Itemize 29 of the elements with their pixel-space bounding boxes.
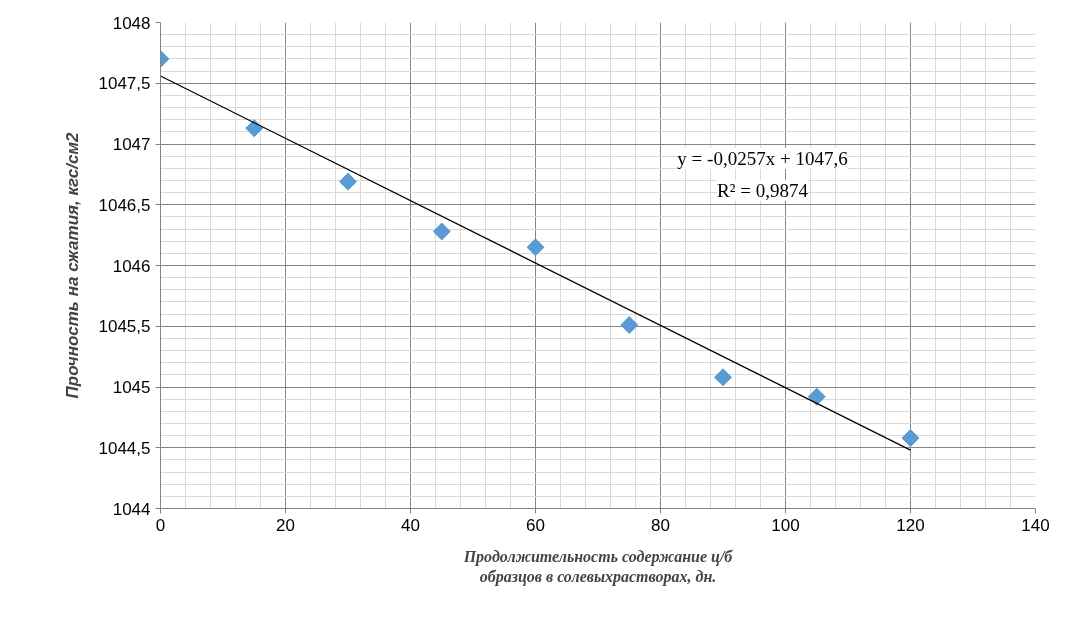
x-tick-label: 40 [401,515,420,535]
point [432,222,451,241]
x-tick-label: 100 [771,515,800,535]
y-tick-label: 1047,5 [98,74,151,94]
point [901,429,920,448]
y-tick-label: 1045 [112,378,151,397]
annotation: R² = 0,9874 [717,180,809,201]
y-tick-label: 1046,5 [98,195,151,215]
point [339,172,357,191]
x-tick-label: 20 [276,515,295,535]
annotation: y = -0,0257x + 1047,6 [677,148,848,169]
y-tick-label: 1044 [112,499,151,519]
x-tick-label: 60 [526,515,545,535]
point [807,387,826,406]
point [620,316,639,335]
y-axis-title: Прочность на сжатия, кгс/см2 [62,132,82,399]
y-tick-label: 1044,5 [98,438,151,458]
point [526,238,545,257]
point [245,119,264,138]
x-tick-label: 140 [1021,515,1050,535]
x-tick-label: 0 [155,515,166,535]
x-axis-title: Продолжительность содержание ц/б образцов в солевыхрастворах, дн. [462,547,734,586]
y-tick-label: 1045,5 [98,317,151,337]
point [714,368,732,387]
x-tick-label: 80 [651,515,670,535]
y-tick-label: 1046 [112,256,151,276]
y-tick-label: 1047 [112,135,151,154]
x-tick-label: 120 [896,515,925,535]
y-tick-label: 1048 [112,13,151,33]
